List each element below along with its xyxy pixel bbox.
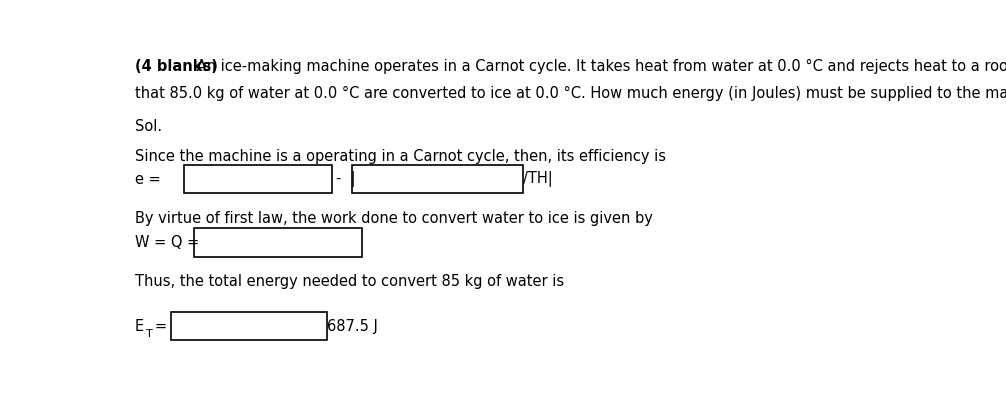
Text: Sol.: Sol. <box>135 119 162 134</box>
Text: An ice-making machine operates in a Carnot cycle. It takes heat from water at 0.: An ice-making machine operates in a Carn… <box>192 59 1006 74</box>
Text: e =: e = <box>135 171 161 187</box>
Text: -  |: - | <box>336 171 356 187</box>
Bar <box>194 228 362 256</box>
Bar <box>171 312 327 340</box>
Text: Since the machine is a operating in a Carnot cycle, then, its efficiency is: Since the machine is a operating in a Ca… <box>135 149 666 164</box>
Bar <box>352 165 523 193</box>
Text: Thus, the total energy needed to convert 85 kg of water is: Thus, the total energy needed to convert… <box>135 274 564 289</box>
Text: E: E <box>135 319 144 334</box>
Text: By virtue of first law, the work done to convert water to ice is given by: By virtue of first law, the work done to… <box>135 211 653 226</box>
Text: W = Q =: W = Q = <box>135 235 199 250</box>
Text: /TH|: /TH| <box>523 171 553 187</box>
Text: (4 blanks): (4 blanks) <box>135 59 218 74</box>
Bar <box>184 165 332 193</box>
Text: =: = <box>155 319 167 334</box>
Text: 687.5 J: 687.5 J <box>327 319 378 334</box>
Text: T: T <box>145 329 152 339</box>
Text: that 85.0 kg of water at 0.0 °C are converted to ice at 0.0 °C. How much energy : that 85.0 kg of water at 0.0 °C are conv… <box>135 86 1006 101</box>
